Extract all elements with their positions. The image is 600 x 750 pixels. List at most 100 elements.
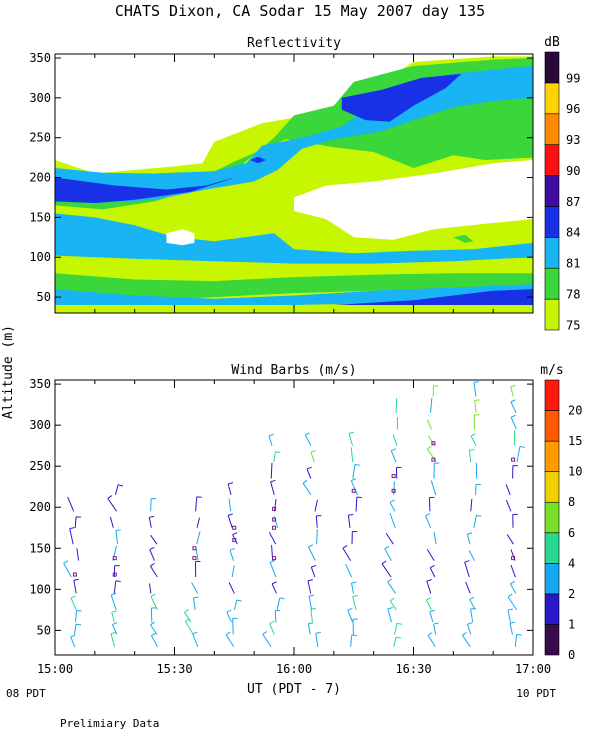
wind-barb (273, 451, 281, 463)
wind-barb-shaft (274, 610, 277, 623)
wind-barb (76, 548, 80, 561)
wind-barb (347, 607, 354, 623)
wind-barb-shaft (195, 496, 198, 512)
wind-barb-shaft (429, 611, 434, 623)
wind-barb-feather (476, 514, 482, 517)
wind-barb-shaft (315, 515, 318, 528)
wind-calm-marker (391, 488, 396, 493)
figure-title: CHATS Dixon, CA Sodar 15 May 2007 day 13… (115, 2, 485, 20)
wind-ytick-label: 350 (29, 377, 51, 391)
wind-barb (228, 498, 232, 512)
wind-barb (505, 484, 511, 496)
reflectivity-ytick-label: 150 (29, 210, 51, 224)
wind-barb (70, 634, 76, 647)
wind-barb (473, 381, 479, 397)
wind-calm-marker (431, 441, 436, 446)
wind-barb-feather (227, 482, 234, 485)
wind-barb-feather (351, 581, 357, 584)
wind-barb-shaft (227, 483, 232, 496)
wind-barb-feather (111, 610, 117, 613)
wind-barb-feather (469, 449, 475, 451)
wind-barb-shaft (70, 597, 77, 611)
wind-barb-feather (351, 478, 357, 482)
reflectivity-region-84db-7 (333, 289, 533, 305)
wind-colorbar-label: 8 (568, 495, 575, 509)
wind-barb-feather (269, 560, 276, 563)
wind-barb (107, 495, 118, 512)
wind-barb-shaft (468, 550, 475, 561)
wind-barb-feather (304, 432, 310, 436)
wind-barb-shaft (226, 611, 232, 623)
wind-colorbar-swatch (544, 379, 560, 411)
wind-barb-shaft (507, 596, 518, 611)
wind-barb-feather (384, 545, 390, 550)
wind-barb-shaft (69, 528, 74, 545)
wind-barb-feather (473, 381, 479, 383)
wind-barb (310, 450, 316, 463)
wind-barb-shaft (429, 567, 436, 578)
wind-barb-shaft (387, 608, 392, 623)
reflectivity-ytick-label: 50 (37, 290, 51, 304)
wind-barb (355, 496, 362, 512)
wind-barb-shaft (262, 633, 272, 648)
wind-barb-shaft (464, 561, 470, 578)
wind-barb (270, 479, 276, 496)
wind-barb-shaft (269, 562, 277, 578)
wind-barb-shaft (232, 618, 234, 635)
wind-barb-shaft (505, 499, 512, 512)
wind-barb-shaft (111, 612, 115, 623)
reflectivity-title: Reflectivity (247, 36, 341, 51)
wind-barb (315, 515, 322, 528)
wind-barb-shaft (390, 450, 397, 463)
wind-barb (113, 580, 121, 594)
wind-barb-feather (510, 414, 516, 418)
wind-calm-marker (351, 488, 356, 493)
wind-barb (274, 499, 277, 512)
wind-barb-feather (396, 636, 402, 639)
reflectivity-colorbar: 75 78 81 84 87 90 93 96 99 (544, 51, 580, 332)
wind-barb-feather (115, 529, 121, 531)
reflectivity-colorbar-swatch (544, 206, 560, 238)
wind-barb (228, 582, 235, 594)
wind-barb-shaft (150, 635, 158, 648)
wind-barb-shaft (268, 435, 273, 446)
wind-calm-marker (431, 457, 436, 462)
wind-barb-shaft (426, 580, 432, 594)
wind-barb-shaft (433, 623, 437, 635)
wind-barb-feather (309, 594, 315, 597)
wind-colorbar-label: 15 (568, 434, 582, 448)
wind-calm-marker (272, 556, 277, 561)
wind-barb-shaft (395, 397, 398, 413)
wind-barb-shaft (310, 451, 315, 463)
wind-barb (304, 432, 312, 446)
wind-barb-shaft (149, 549, 155, 561)
reflectivity-colorbar-label: 75 (566, 318, 580, 332)
wind-barb-shaft (427, 435, 435, 446)
wind-barb-feather (464, 560, 470, 563)
wind-barb-feather (433, 622, 439, 625)
wind-barb (73, 578, 79, 594)
wind-barb-feather (115, 580, 121, 582)
wind-colorbar-label: 6 (568, 526, 575, 540)
wind-barb-shaft (425, 515, 432, 528)
wind-barb-shaft (148, 583, 152, 594)
wind-barb-feather (462, 632, 467, 636)
wind-barb (271, 581, 277, 594)
wind-ytick-label: 200 (29, 500, 51, 514)
wind-barb (270, 462, 273, 479)
wind-barb (150, 607, 157, 623)
wind-barb-shaft (389, 600, 397, 611)
wind-colorbar-swatch (544, 410, 560, 442)
wind-barb-feather (351, 634, 357, 636)
reflectivity-colorbar-swatch (544, 82, 560, 115)
wind-barb (350, 478, 358, 496)
wind-barb-shaft (70, 636, 76, 647)
wind-colorbar-swatch (544, 563, 560, 595)
wind-ytick-label: 100 (29, 582, 51, 596)
reflectivity-ytick-label: 350 (29, 51, 51, 65)
wind-barb-feather (149, 547, 155, 550)
wind-barb (231, 565, 235, 578)
wind-barb-shaft (304, 434, 312, 446)
wind-calm-marker (232, 525, 237, 530)
wind-barb (510, 414, 517, 430)
